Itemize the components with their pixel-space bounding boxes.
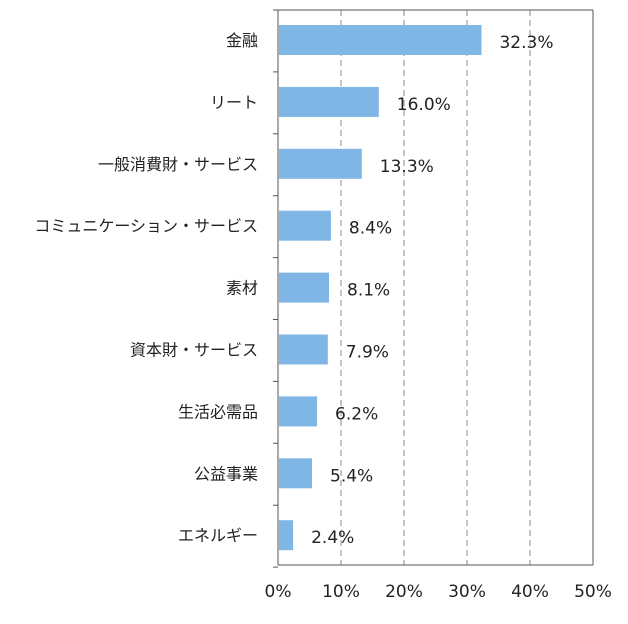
x-tick-label: 20%	[385, 582, 423, 602]
axis-layer	[273, 9, 593, 568]
category-label: エネルギー	[178, 526, 258, 545]
category-label: コミュニケーション・サービス	[34, 217, 258, 236]
category-label: 素材	[226, 279, 258, 298]
value-label: 7.9%	[346, 343, 389, 363]
bar	[279, 210, 331, 241]
bar	[279, 334, 328, 365]
value-label: 6.2%	[335, 404, 378, 424]
value-label: 13.3%	[380, 157, 434, 177]
bar	[279, 25, 482, 55]
category-label: 資本財・サービス	[130, 341, 258, 360]
x-tick-label: 10%	[322, 582, 360, 602]
x-tick-label: 0%	[265, 582, 292, 602]
category-label: 金融	[226, 31, 258, 50]
bar	[279, 148, 362, 179]
value-label: 16.0%	[397, 95, 451, 115]
x-tick-label: 40%	[511, 582, 549, 602]
bar	[279, 396, 318, 427]
value-label: 8.4%	[349, 219, 392, 239]
bar	[279, 458, 313, 489]
value-label: 5.4%	[330, 466, 373, 486]
value-label: 8.1%	[347, 281, 390, 301]
x-tick-label: 50%	[574, 582, 612, 602]
bar	[279, 272, 330, 303]
label-layer: 0% 10% 20% 30% 40% 50% 金融 32.3% リート 16.0% 一般消費財・サー…	[34, 31, 612, 602]
value-label: 2.4%	[311, 528, 354, 548]
bar	[279, 86, 379, 117]
category-label: 生活必需品	[178, 402, 258, 421]
category-label: リート	[210, 93, 258, 112]
category-label: 公益事業	[194, 464, 258, 483]
bar	[279, 520, 294, 551]
value-label: 32.3%	[499, 33, 553, 53]
x-tick-label: 30%	[448, 582, 486, 602]
category-label: 一般消費財・サービス	[98, 155, 258, 174]
bar-layer	[279, 25, 482, 551]
